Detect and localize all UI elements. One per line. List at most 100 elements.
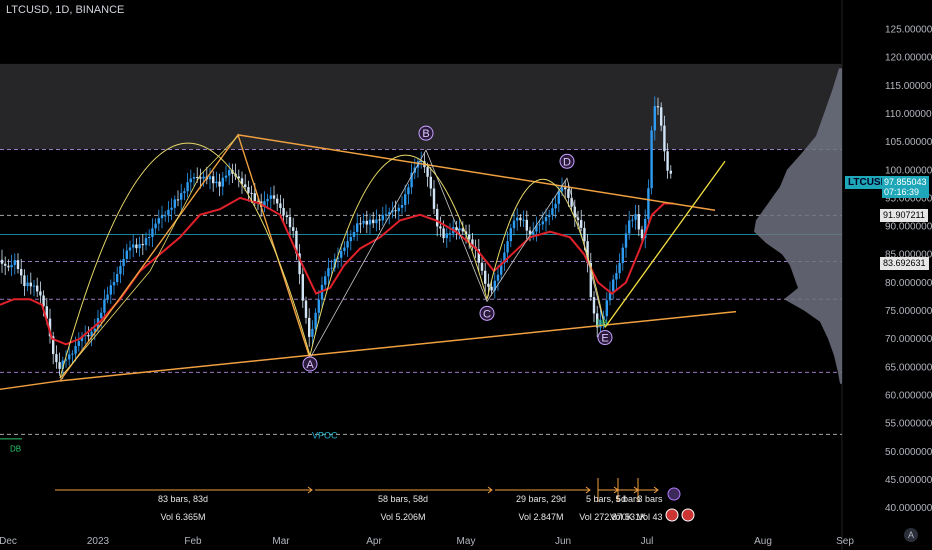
y-tick-9: 80.000000 [885,278,932,289]
candle-body-146 [468,234,471,240]
candle-body-174 [557,191,560,204]
candle-body-179 [573,206,576,218]
candle-body-93 [298,253,301,275]
range-vol-label-5: Vol 43 [637,512,662,522]
candle-body-66 [212,176,215,184]
candle-body-186 [596,313,599,328]
candle-body-62 [199,177,202,179]
candle-body-157 [503,252,506,264]
candle-body-177 [567,189,570,198]
y-tick-10: 75.000000 [885,306,932,317]
wave-label-d: D [563,156,571,168]
symbol-title: LTCUSD, 1D, BINANCE [6,4,125,16]
candle-body-150 [480,262,484,271]
y-tick-0: 125.000000 [885,25,932,36]
candle-body-36 [116,273,119,283]
candle-body-35 [112,282,116,286]
candle-body-156 [500,263,503,275]
wave-label-e: E [601,333,608,345]
vpoc-label: VPOC [312,430,338,440]
y-tick-14: 55.000000 [885,419,932,430]
candle-body-207 [663,125,666,152]
candle-body-48 [154,223,157,229]
candle-body-187 [599,320,602,328]
candle-body-102 [327,268,330,277]
candle-body-2 [7,265,10,268]
candle-body-69 [221,177,224,187]
candle-body-27 [87,335,90,337]
candle-body-151 [484,270,487,284]
candle-body-137 [439,226,442,229]
candle-body-200 [640,229,644,239]
volume-profile [754,68,842,384]
candle-body-87 [279,203,282,209]
candle-body-56 [180,193,183,200]
candle-body-11 [36,285,39,292]
candle-body-125 [400,204,404,208]
candle-body-70 [224,175,228,178]
candle-body-17 [55,354,58,363]
candle-body-183 [586,241,589,263]
auto-scale-icon[interactable]: A [904,528,918,542]
candle-body-18 [58,362,61,369]
candle-body-46 [148,237,151,239]
range-arrowhead-2 [585,486,591,494]
y-tick-8: 85.000000 [885,250,932,261]
candle-body-107 [343,247,346,252]
candle-body-139 [445,233,448,239]
x-tick-0: Dec [0,536,17,547]
candle-body-40 [128,247,132,251]
x-tick-7: Jul [641,536,654,547]
candle-body-39 [125,250,128,259]
candle-body-197 [631,219,634,221]
rising-trendline [604,160,726,328]
candle-body-89 [285,215,288,218]
range-vol-label-3: Vol 272.870K [579,512,633,522]
y-tick-17: 40.000000 [885,503,932,514]
candle-body-121 [388,212,391,215]
candle-body-171 [548,214,551,218]
last-price-tag: 97.855043 07:16:39 [882,176,929,198]
range-arrowhead-0 [307,486,313,494]
candle-body-90 [288,217,292,228]
range-vol-label-0: Vol 6.365M [160,512,205,522]
last-price-symbol-tag: LTCUSD [845,176,891,189]
candle-body-154 [493,280,496,291]
candle-body-21 [68,354,71,360]
candle-body-209 [669,170,672,174]
candle-body-208 [666,151,669,171]
candle-body-190 [608,291,612,301]
candle-body-3 [10,264,13,268]
candle-body-153 [490,286,493,291]
range-vol-label-1: Vol 5.206M [380,512,425,522]
level-tag-83692: 83.692631 [880,257,929,270]
candle-body-178 [570,197,573,207]
db-label-left: DB [10,444,21,453]
candle-body-74 [237,176,240,179]
y-tick-15: 50.000000 [885,447,932,458]
candle-body-199 [637,214,640,230]
candle-body-127 [407,187,410,195]
candle-body-29 [93,328,96,332]
x-tick-1: 2023 [87,536,110,547]
candle-body-1 [4,263,7,266]
candle-body-149 [477,249,480,263]
candle-body-118 [378,219,381,221]
candle-body-20 [64,359,68,361]
candle-body-19 [61,360,64,369]
candle-body-126 [404,194,407,205]
candle-body-9 [29,282,32,287]
triangle-lower-line [59,310,737,382]
candle-body-182 [583,227,586,242]
wave-label-circle-a [302,356,318,372]
candle-body-159 [509,228,512,242]
candle-body-128 [410,172,413,188]
wave-label-circle-c [479,305,495,321]
candle-body-155 [496,274,500,281]
y-tick-2: 115.000000 [885,81,932,92]
candle-body-198 [634,214,637,220]
candle-body-142 [455,227,458,231]
range-bars-label-5: 3 bars [637,494,663,504]
